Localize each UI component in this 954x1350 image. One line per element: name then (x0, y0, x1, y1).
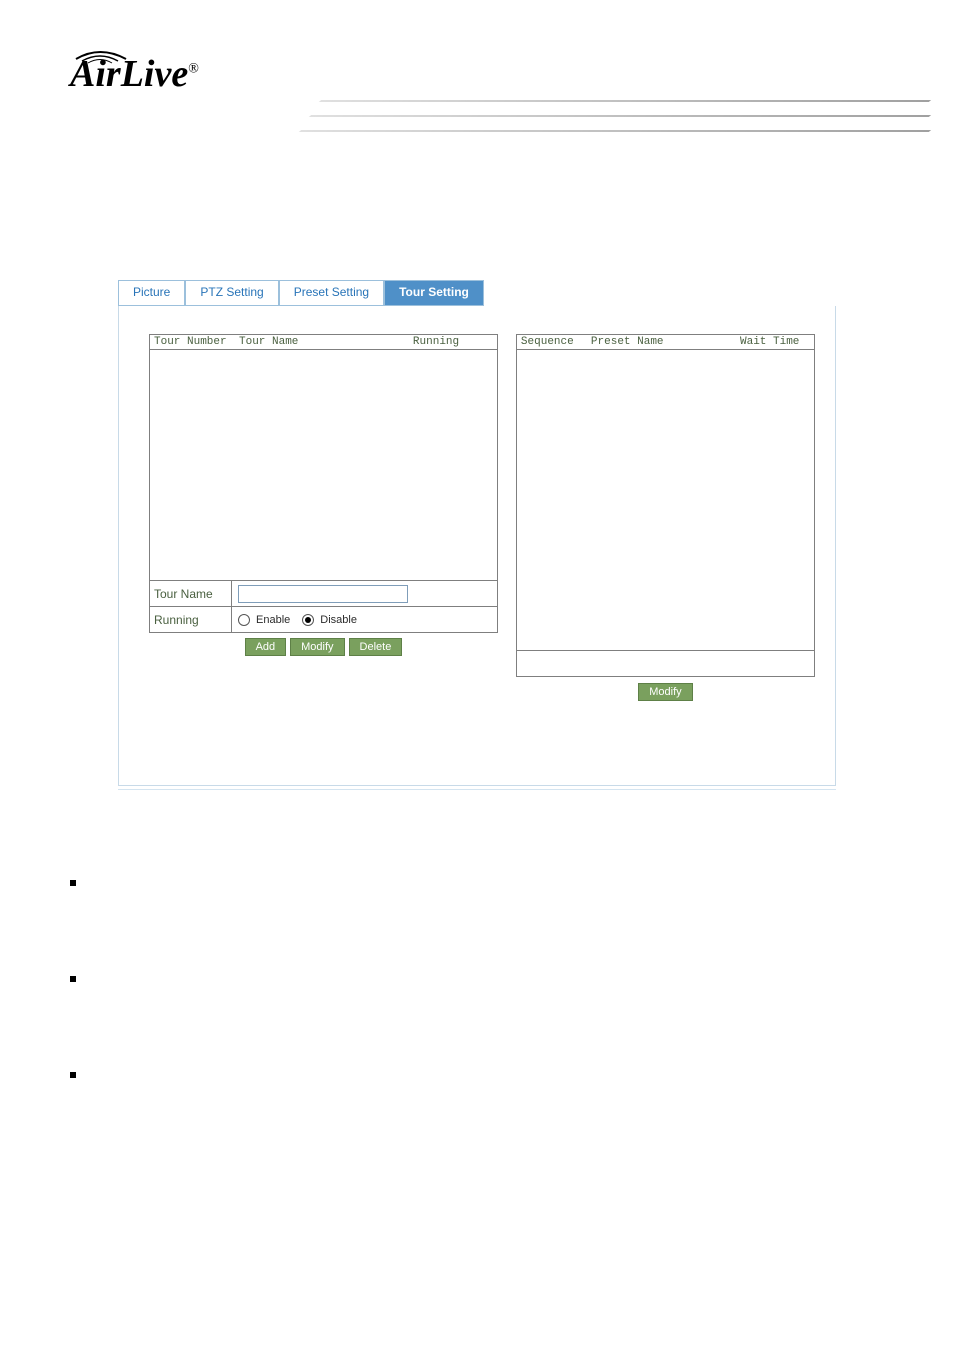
settings-panel: Picture PTZ Setting Preset Setting Tour … (118, 280, 836, 790)
col-tour-name: Tour Name (239, 336, 413, 348)
logo-wave-icon (72, 47, 130, 65)
logo-block: AirLive® (70, 55, 199, 93)
bullet-icon (70, 880, 76, 886)
running-enable-label: Enable (256, 614, 290, 626)
tour-table-body[interactable] (150, 350, 497, 580)
bullet-list (70, 870, 880, 1158)
bullet-icon (70, 1072, 76, 1078)
add-button[interactable]: Add (245, 638, 287, 656)
sequence-table-body[interactable] (517, 350, 814, 650)
running-enable-radio[interactable] (238, 614, 250, 626)
col-tour-number: Tour Number (154, 336, 239, 348)
tab-picture[interactable]: Picture (118, 280, 185, 306)
tour-list-section: Tour Number Tour Name Running Tour Name … (149, 334, 498, 701)
bullet-item (70, 966, 880, 982)
header-decoration (300, 90, 954, 135)
sequence-modify-button[interactable]: Modify (638, 683, 692, 701)
tour-table: Tour Number Tour Name Running (149, 334, 498, 581)
col-wait-time: Wait Time (740, 336, 810, 348)
tourname-input[interactable] (238, 585, 408, 603)
tab-ptz-setting[interactable]: PTZ Setting (185, 280, 278, 306)
col-running: Running (413, 336, 493, 348)
tab-preset-setting[interactable]: Preset Setting (279, 280, 384, 306)
delete-button[interactable]: Delete (349, 638, 403, 656)
col-preset-name: Preset Name (591, 336, 740, 348)
running-label: Running (150, 607, 232, 632)
sequence-section: Sequence Preset Name Wait Time Modify (516, 334, 815, 701)
tourname-label: Tour Name (150, 581, 232, 606)
bullet-item (70, 870, 880, 886)
tab-tour-setting[interactable]: Tour Setting (384, 280, 484, 306)
modify-button[interactable]: Modify (290, 638, 344, 656)
sequence-table: Sequence Preset Name Wait Time (516, 334, 815, 651)
running-disable-radio[interactable] (302, 614, 314, 626)
running-disable-label: Disable (320, 614, 357, 626)
col-sequence: Sequence (521, 336, 591, 348)
bullet-icon (70, 976, 76, 982)
bullet-item (70, 1062, 880, 1078)
tabs-row: Picture PTZ Setting Preset Setting Tour … (118, 280, 836, 306)
